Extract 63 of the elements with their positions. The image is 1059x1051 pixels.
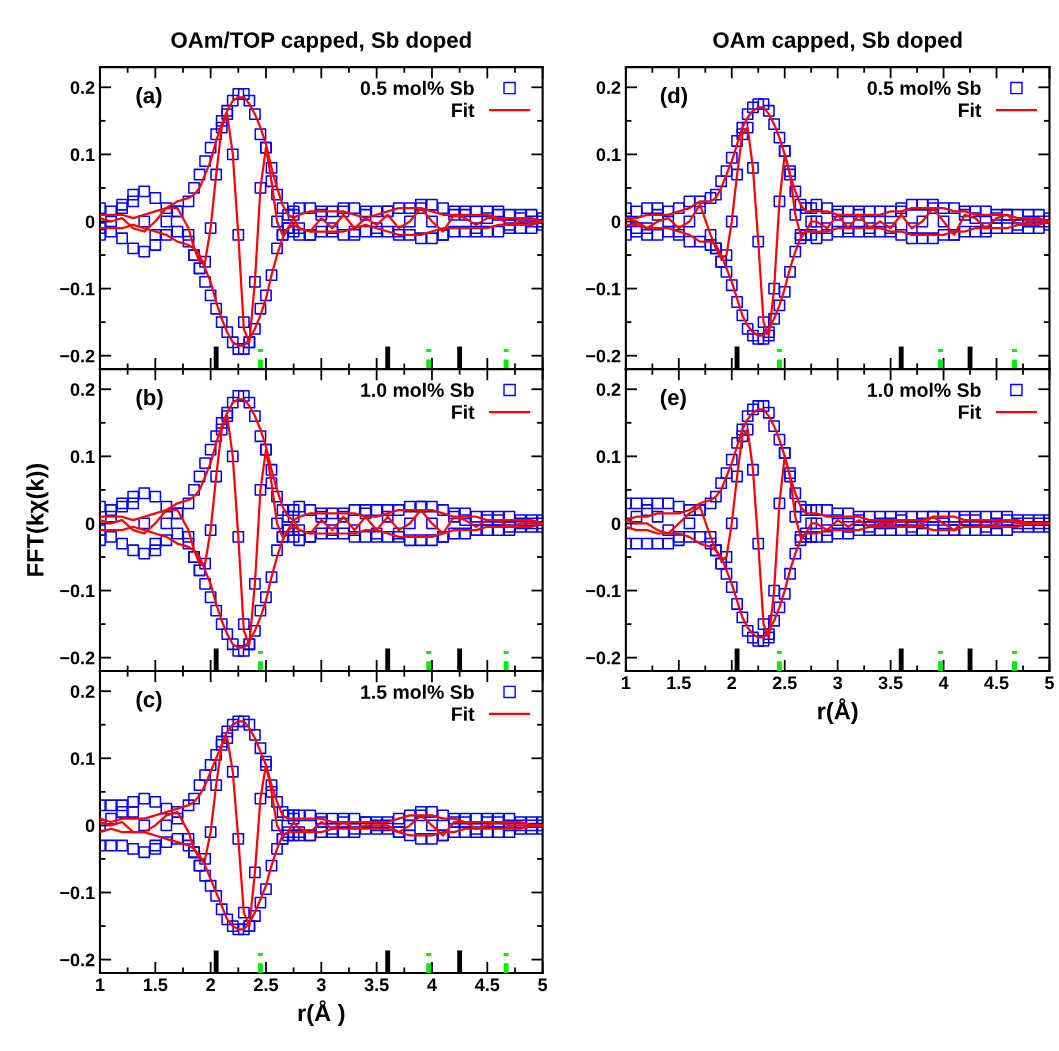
x-tick-label: 5 bbox=[538, 978, 548, 992]
y-axis-title: FFT(kχ(k)) bbox=[26, 463, 49, 576]
x-tick-label: 1 bbox=[621, 676, 631, 690]
x-tick-label: 4 bbox=[938, 676, 949, 690]
legend-label: 1.0 mol% Sb bbox=[868, 382, 981, 397]
y-tick-label: −0.1 bbox=[60, 584, 95, 598]
y-tick-label: 0 bbox=[611, 215, 621, 229]
legend-label: Fit bbox=[452, 404, 475, 419]
y-tick-label: 0 bbox=[85, 819, 95, 833]
legend-label: Fit bbox=[958, 404, 982, 419]
y-tick-label: 0 bbox=[85, 517, 95, 531]
legend-label: 0.5 mol% Sb bbox=[867, 80, 981, 96]
x-tick-label: 2 bbox=[206, 978, 215, 991]
x-axis-title: r(Å) bbox=[818, 698, 858, 725]
annotation: (e) bbox=[660, 388, 686, 410]
legend-label: 0.5 mol% Sb bbox=[360, 80, 474, 96]
x-tick-label: 1.5 bbox=[143, 978, 168, 992]
y-tick-label: 0.2 bbox=[596, 383, 621, 396]
legend-label: 1.5 mol% Sb bbox=[361, 684, 474, 699]
x-tick-label: 4.5 bbox=[984, 676, 1009, 690]
y-tick-label: 0.1 bbox=[70, 148, 95, 162]
y-tick-label: 0.1 bbox=[596, 148, 621, 162]
y-tick-label: 0.2 bbox=[596, 81, 621, 95]
x-tick-label: 1 bbox=[96, 978, 105, 991]
y-tick-label: 0.1 bbox=[70, 450, 95, 464]
y-tick-label: 0 bbox=[85, 215, 95, 229]
x-tick-label: 5 bbox=[1045, 676, 1054, 690]
y-tick-label: −0.2 bbox=[60, 651, 95, 665]
y-tick-label: 0.1 bbox=[596, 450, 621, 464]
annotation: (c) bbox=[136, 690, 162, 712]
chart-title: OAm capped, Sb doped bbox=[713, 31, 962, 53]
y-tick-label: −0.1 bbox=[586, 282, 621, 296]
legend-label: Fit bbox=[452, 102, 475, 118]
x-tick-label: 2 bbox=[727, 676, 737, 690]
x-axis-title: r(Å ) bbox=[298, 1000, 345, 1027]
annotation: (d) bbox=[660, 87, 688, 108]
x-tick-label: 1.5 bbox=[667, 676, 691, 690]
x-tick-label: 3 bbox=[316, 978, 326, 992]
legend-label: Fit bbox=[452, 706, 475, 721]
x-tick-label: 2.5 bbox=[254, 978, 279, 992]
y-tick-label: 0 bbox=[611, 517, 621, 531]
x-tick-label: 3 bbox=[833, 676, 843, 690]
legend-label: 1.0 mol% Sb bbox=[361, 382, 474, 397]
y-tick-label: −0.1 bbox=[60, 886, 95, 900]
x-tick-label: 3.5 bbox=[878, 676, 903, 690]
x-tick-label: 4.5 bbox=[475, 978, 500, 992]
chart-title: OAm/TOP capped, Sb doped bbox=[171, 31, 471, 53]
y-tick-label: 0.2 bbox=[70, 81, 95, 95]
y-tick-label: −0.2 bbox=[586, 349, 621, 363]
y-tick-label: −0.1 bbox=[586, 584, 621, 598]
y-tick-label: −0.1 bbox=[60, 282, 95, 296]
y-tick-label: −0.2 bbox=[60, 349, 95, 363]
x-tick-label: 4 bbox=[427, 978, 437, 991]
y-tick-label: 0.1 bbox=[70, 752, 95, 766]
y-tick-label: −0.2 bbox=[586, 651, 621, 665]
x-tick-label: 3.5 bbox=[364, 978, 389, 992]
annotation: (a) bbox=[136, 87, 162, 108]
y-tick-label: −0.2 bbox=[60, 953, 95, 967]
y-tick-label: 0.2 bbox=[70, 685, 95, 698]
legend-label: Fit bbox=[958, 102, 982, 118]
annotation: (b) bbox=[136, 388, 163, 410]
y-tick-label: 0.2 bbox=[70, 383, 95, 396]
x-tick-label: 2.5 bbox=[772, 676, 797, 690]
